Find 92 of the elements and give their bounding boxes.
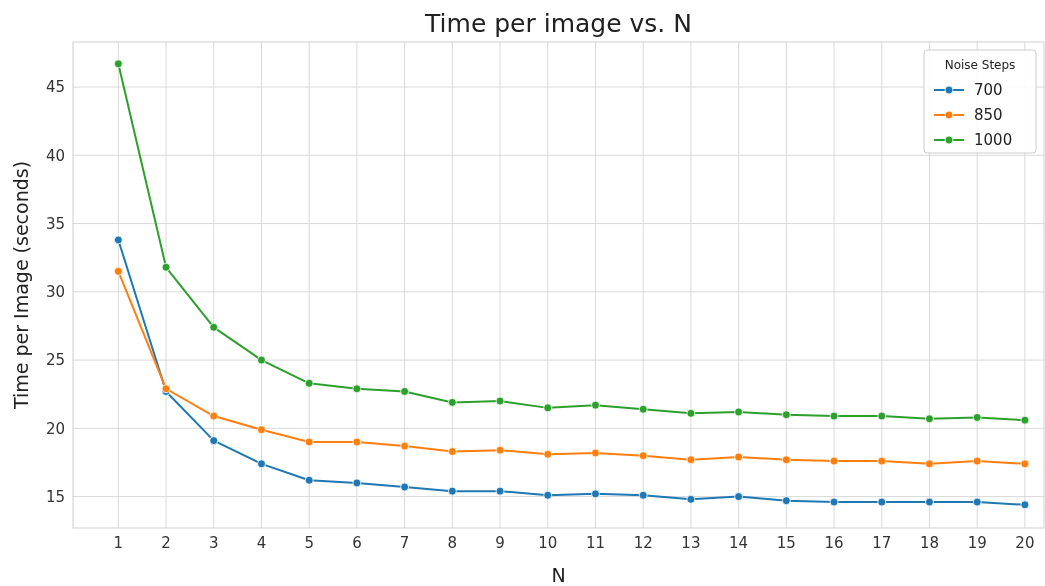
legend-title: Noise Steps bbox=[944, 58, 1016, 72]
x-tick-label: 4 bbox=[256, 534, 267, 552]
point bbox=[352, 437, 362, 447]
point bbox=[161, 262, 171, 272]
legend-label: 850 bbox=[974, 106, 1003, 125]
point bbox=[925, 459, 934, 469]
point bbox=[972, 456, 982, 466]
point bbox=[972, 413, 982, 422]
x-tick-label: 13 bbox=[681, 534, 701, 552]
point bbox=[686, 455, 696, 465]
point bbox=[781, 455, 791, 465]
point bbox=[400, 482, 410, 492]
point bbox=[257, 355, 266, 365]
point bbox=[734, 407, 744, 417]
x-axis-title: N bbox=[551, 564, 566, 586]
x-tick-label: 7 bbox=[399, 534, 410, 552]
point bbox=[638, 404, 648, 414]
point bbox=[686, 408, 696, 418]
point bbox=[113, 266, 123, 276]
y-tick-label: 20 bbox=[45, 419, 65, 438]
point bbox=[734, 452, 744, 462]
point bbox=[209, 436, 219, 446]
point bbox=[638, 490, 648, 500]
chart-title: Time per image vs. N bbox=[424, 9, 692, 38]
x-tick-label: 12 bbox=[633, 534, 653, 552]
x-tick-label: 15 bbox=[776, 534, 796, 552]
x-tick-label: 14 bbox=[729, 534, 749, 552]
y-axis-title: Time per Image (seconds) bbox=[10, 160, 32, 411]
point bbox=[829, 411, 839, 421]
point bbox=[638, 451, 648, 461]
x-tick-label: 10 bbox=[538, 534, 558, 552]
point bbox=[304, 475, 314, 485]
point bbox=[829, 497, 839, 507]
point bbox=[400, 387, 410, 396]
point bbox=[1020, 500, 1030, 510]
point bbox=[257, 425, 266, 435]
x-tick-label: 1 bbox=[113, 534, 124, 552]
y-tick-label: 45 bbox=[45, 78, 65, 97]
legend-label: 700 bbox=[974, 81, 1003, 100]
x-tick-label: 16 bbox=[824, 534, 844, 552]
y-tick-label: 30 bbox=[45, 283, 65, 302]
point bbox=[877, 456, 887, 466]
point bbox=[304, 437, 314, 447]
x-tick-label: 20 bbox=[1015, 534, 1035, 552]
point bbox=[400, 441, 410, 451]
point bbox=[447, 447, 457, 456]
x-tick-label: 17 bbox=[872, 534, 892, 552]
point bbox=[447, 486, 457, 496]
y-tick-label: 25 bbox=[45, 351, 65, 370]
point bbox=[209, 322, 219, 332]
x-tick-label: 6 bbox=[352, 534, 362, 552]
x-tick-label: 11 bbox=[585, 534, 606, 552]
point bbox=[495, 396, 505, 406]
y-tick-label: 35 bbox=[45, 214, 65, 233]
point bbox=[543, 403, 553, 413]
point bbox=[209, 411, 219, 421]
point bbox=[257, 459, 266, 469]
x-tick-label: 8 bbox=[447, 534, 458, 552]
point bbox=[1020, 415, 1030, 425]
point bbox=[591, 400, 600, 410]
x-tick-label: 18 bbox=[919, 534, 940, 552]
y-tick-label: 40 bbox=[45, 146, 65, 165]
point bbox=[734, 492, 744, 501]
point bbox=[781, 410, 791, 420]
point bbox=[877, 497, 887, 507]
point bbox=[113, 59, 123, 69]
point bbox=[925, 497, 934, 507]
point bbox=[686, 494, 696, 504]
x-tick-label: 2 bbox=[161, 534, 171, 552]
point bbox=[495, 486, 505, 496]
point bbox=[1020, 459, 1030, 469]
point bbox=[781, 496, 791, 506]
point bbox=[925, 414, 934, 424]
point bbox=[352, 478, 362, 488]
point bbox=[591, 489, 600, 499]
x-tick-label: 9 bbox=[495, 534, 505, 552]
point bbox=[304, 378, 314, 388]
point bbox=[113, 235, 123, 245]
point bbox=[543, 449, 553, 459]
point bbox=[352, 384, 362, 394]
legend-label: 1000 bbox=[974, 131, 1013, 150]
point bbox=[495, 445, 505, 455]
x-tick-label: 3 bbox=[208, 534, 219, 552]
point bbox=[543, 490, 553, 500]
point bbox=[877, 411, 887, 421]
point bbox=[591, 448, 600, 458]
point bbox=[447, 398, 457, 407]
x-tick-label: 5 bbox=[304, 534, 314, 552]
x-tick-label: 19 bbox=[967, 534, 987, 552]
y-tick-label: 15 bbox=[45, 487, 65, 506]
point bbox=[829, 456, 839, 466]
point bbox=[972, 497, 982, 507]
